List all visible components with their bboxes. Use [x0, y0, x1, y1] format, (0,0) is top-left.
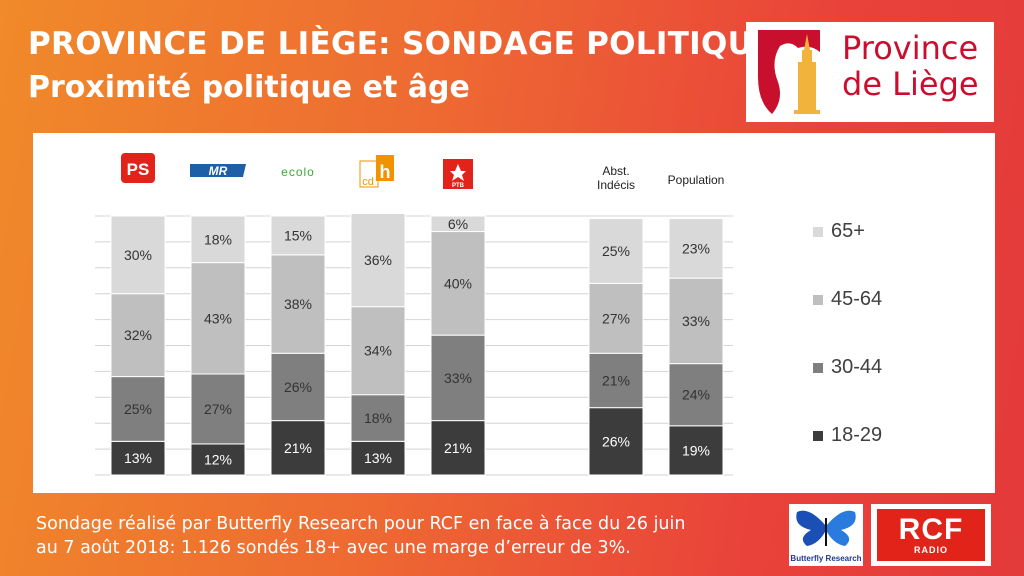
legend-swatch [813, 295, 823, 305]
bar-segment [270, 215, 326, 256]
cdh-logo-icon [376, 155, 394, 181]
category-label: ecolo [281, 165, 315, 179]
bar-segment [588, 407, 644, 476]
category-label: Indécis [597, 178, 635, 192]
bar-segment [270, 352, 326, 422]
data-label: 40% [444, 275, 472, 291]
data-label: 26% [602, 433, 630, 449]
data-label: 18% [204, 231, 232, 247]
mr-logo-icon [190, 164, 246, 177]
province-logo: Province de Liège [746, 22, 994, 122]
data-label: 36% [364, 252, 392, 268]
logo-line-2: de Liège [842, 65, 979, 103]
data-label: 27% [602, 310, 630, 326]
bar-segment [110, 293, 166, 378]
bar-segment [430, 215, 486, 233]
bar-segment [668, 363, 724, 427]
data-label: 12% [204, 451, 232, 467]
chart-panel: 13% 25% 32% 30% 12% 27% 43% 18% 21% 26% 38% 15% 13% 1… [33, 133, 995, 493]
bar-segment [270, 420, 326, 476]
category-label: h [380, 162, 391, 182]
data-label: 33% [682, 313, 710, 329]
page-title: PROVINCE DE LIÈGE: SONDAGE POLITIQUE [28, 26, 775, 62]
bar-segment [270, 254, 326, 354]
data-label: 19% [682, 442, 710, 458]
data-label: 18% [364, 410, 392, 426]
category-label: PS [127, 160, 150, 179]
bar-segment [110, 215, 166, 295]
legend-label: 30-44 [831, 356, 882, 378]
rcf-label: RCF [898, 513, 964, 546]
data-label: 32% [124, 327, 152, 343]
data-label: 24% [682, 387, 710, 403]
data-label: 27% [204, 401, 232, 417]
category-label: Abst. [602, 164, 629, 178]
data-label: 38% [284, 296, 312, 312]
data-label: 43% [204, 310, 232, 326]
data-label: 33% [444, 370, 472, 386]
data-label: 30% [124, 247, 152, 263]
logo-text: Province de Liège [842, 30, 979, 102]
data-label: 6% [448, 216, 468, 232]
butterfly-research-logo: Butterfly Research [789, 504, 863, 566]
bar-segment [110, 440, 166, 476]
logo-line-1: Province [842, 29, 979, 67]
butterfly-label: Butterfly Research [790, 554, 862, 563]
category-label: cd [362, 176, 374, 188]
page-subtitle: Proximité politique et âge [28, 70, 470, 105]
bar-segment [668, 425, 724, 476]
data-label: 23% [682, 240, 710, 256]
bar-segment [588, 218, 644, 284]
ps-logo-icon [121, 153, 155, 183]
legend-swatch [813, 363, 823, 373]
data-label: 15% [284, 227, 312, 243]
stacked-bar-chart: 13% 25% 32% 30% 12% 27% 43% 18% 21% 26% 38% 15% 13% 1… [95, 153, 882, 476]
bar-segment [430, 231, 486, 336]
footer-note: Sondage réalisé par Butterfly Research p… [36, 512, 685, 560]
legend-label: 65+ [831, 220, 865, 242]
footer-line-2: au 7 août 2018: 1.126 sondés 18+ avec un… [36, 538, 631, 558]
bar-segment [190, 215, 246, 264]
legend-label: 18-29 [831, 424, 882, 446]
data-label: 25% [124, 401, 152, 417]
category-label: Population [668, 173, 725, 187]
bar-segment [668, 218, 724, 279]
category-label: MR [209, 164, 228, 178]
bar-segment [350, 440, 406, 476]
rcf-sub-label: RADIO [914, 545, 948, 555]
star-icon [450, 164, 466, 181]
footer-line-1: Sondage réalisé par Butterfly Research p… [36, 514, 686, 534]
bar-segment [110, 376, 166, 442]
data-label: 13% [364, 450, 392, 466]
data-label: 13% [124, 450, 152, 466]
legend-swatch [813, 431, 823, 441]
legend-swatch [813, 227, 823, 237]
butterfly-icon [796, 510, 856, 546]
lion-emblem-icon [758, 30, 820, 114]
data-label: 26% [284, 379, 312, 395]
bar-segment [430, 334, 486, 422]
bar-segment [668, 277, 724, 365]
bar-segment [350, 212, 406, 308]
legend-label: 45-64 [831, 288, 882, 310]
rcf-radio-logo: RCF RADIO [871, 504, 991, 566]
category-label: PTB [452, 183, 465, 189]
data-label: 25% [602, 243, 630, 259]
data-label: 21% [284, 440, 312, 456]
bar-segment [190, 443, 246, 476]
data-label: 34% [364, 343, 392, 359]
bar-segment [350, 306, 406, 396]
data-label: 21% [602, 372, 630, 388]
data-label: 21% [444, 440, 472, 456]
